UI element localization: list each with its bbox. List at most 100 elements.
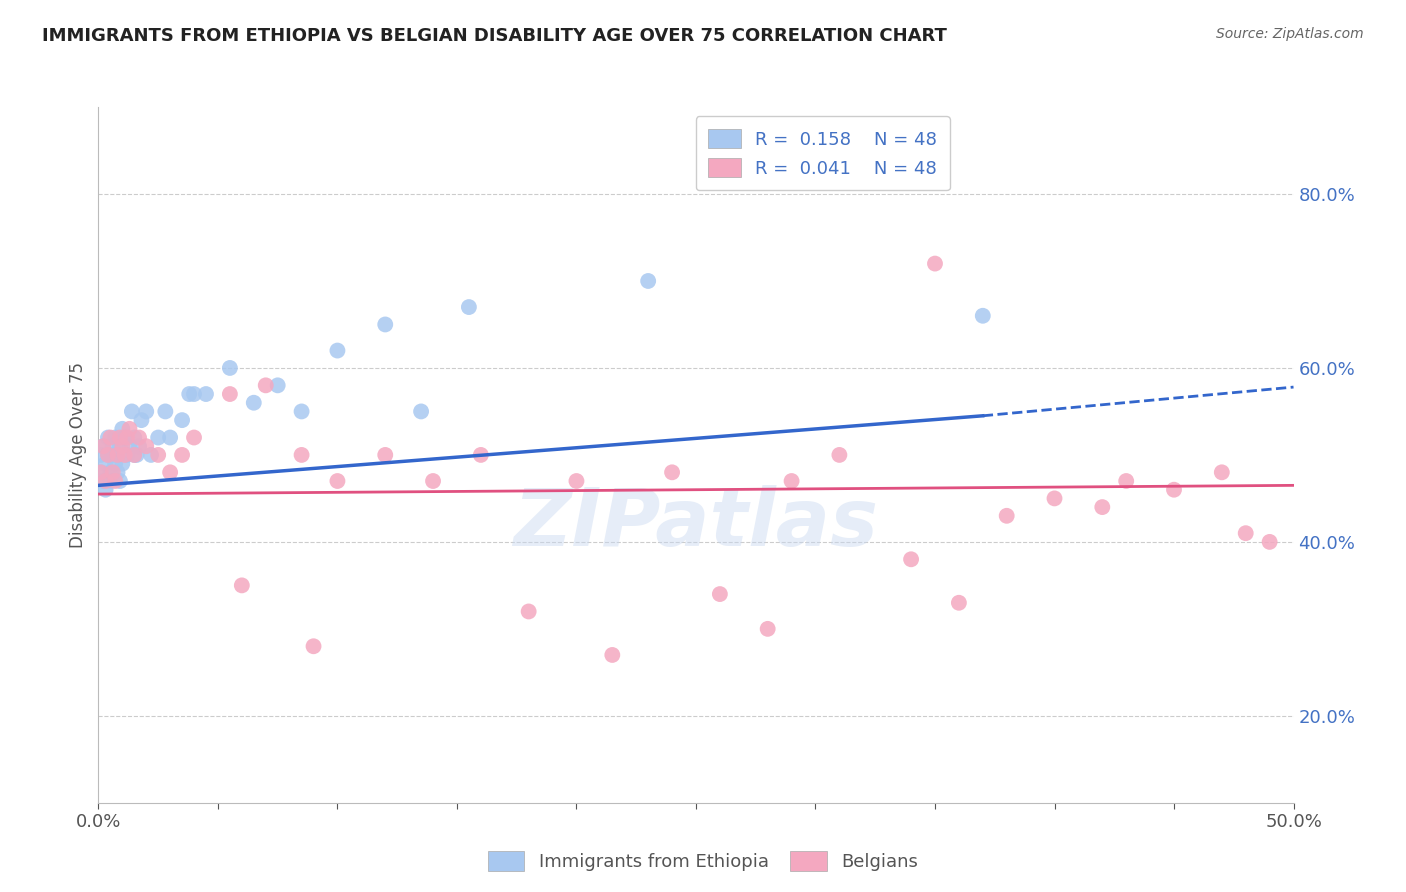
Point xyxy=(780,474,803,488)
Point xyxy=(900,552,922,566)
Point xyxy=(118,422,141,436)
Point xyxy=(219,360,242,375)
Point xyxy=(637,274,659,288)
Point xyxy=(1234,526,1257,541)
Point xyxy=(97,430,120,444)
Point xyxy=(135,439,157,453)
Point xyxy=(124,448,146,462)
Point xyxy=(1043,491,1066,506)
Point xyxy=(422,474,444,488)
Text: Source: ZipAtlas.com: Source: ZipAtlas.com xyxy=(1216,27,1364,41)
Point xyxy=(194,387,218,401)
Point xyxy=(131,413,153,427)
Point xyxy=(128,439,150,453)
Point xyxy=(267,378,290,392)
Point xyxy=(179,387,201,401)
Point xyxy=(411,404,433,418)
Point xyxy=(1258,534,1281,549)
Point xyxy=(104,430,127,444)
Point xyxy=(115,448,138,462)
Point xyxy=(302,639,325,653)
Point xyxy=(159,466,181,480)
Point xyxy=(125,448,148,462)
Point xyxy=(148,430,170,444)
Point xyxy=(924,257,946,271)
Point xyxy=(183,430,205,444)
Point xyxy=(1115,474,1137,488)
Point xyxy=(91,439,114,453)
Point xyxy=(470,448,492,462)
Point xyxy=(374,448,396,462)
Point xyxy=(148,448,170,462)
Point xyxy=(948,596,970,610)
Point xyxy=(374,318,396,332)
Point xyxy=(1211,466,1233,480)
Point xyxy=(90,466,112,480)
Point xyxy=(91,474,114,488)
Point xyxy=(104,474,127,488)
Y-axis label: Disability Age Over 75: Disability Age Over 75 xyxy=(69,362,87,548)
Point xyxy=(995,508,1018,523)
Point xyxy=(159,430,181,444)
Point xyxy=(98,474,122,488)
Point xyxy=(98,466,122,480)
Point xyxy=(101,466,124,480)
Point xyxy=(104,457,127,471)
Point xyxy=(565,474,588,488)
Point xyxy=(97,448,120,462)
Point xyxy=(114,448,136,462)
Point xyxy=(291,448,314,462)
Point xyxy=(114,430,136,444)
Point xyxy=(1163,483,1185,497)
Point xyxy=(219,387,242,401)
Point xyxy=(661,466,683,480)
Point xyxy=(107,448,129,462)
Point xyxy=(135,404,157,418)
Point xyxy=(709,587,731,601)
Point xyxy=(1091,500,1114,514)
Point xyxy=(94,474,117,488)
Point xyxy=(111,439,134,453)
Point xyxy=(231,578,253,592)
Point xyxy=(121,404,143,418)
Point xyxy=(458,300,481,314)
Point xyxy=(97,448,120,462)
Point xyxy=(172,448,194,462)
Point xyxy=(94,457,117,471)
Point xyxy=(108,439,131,453)
Point xyxy=(602,648,624,662)
Point xyxy=(124,448,146,462)
Legend: R =  0.158    N = 48, R =  0.041    N = 48: R = 0.158 N = 48, R = 0.041 N = 48 xyxy=(696,116,950,190)
Point xyxy=(972,309,994,323)
Point xyxy=(98,430,122,444)
Point xyxy=(90,466,112,480)
Point xyxy=(101,439,124,453)
Point xyxy=(107,466,129,480)
Point xyxy=(828,448,851,462)
Point xyxy=(254,378,277,392)
Point xyxy=(90,448,112,462)
Point xyxy=(118,439,141,453)
Point xyxy=(183,387,205,401)
Point xyxy=(111,422,134,436)
Point xyxy=(243,395,266,409)
Point xyxy=(172,413,194,427)
Point xyxy=(124,430,146,444)
Point xyxy=(155,404,177,418)
Point xyxy=(326,343,349,358)
Text: IMMIGRANTS FROM ETHIOPIA VS BELGIAN DISABILITY AGE OVER 75 CORRELATION CHART: IMMIGRANTS FROM ETHIOPIA VS BELGIAN DISA… xyxy=(42,27,948,45)
Point xyxy=(115,430,138,444)
Text: ZIPatlas: ZIPatlas xyxy=(513,485,879,564)
Point xyxy=(108,474,131,488)
Point xyxy=(326,474,349,488)
Point xyxy=(139,448,162,462)
Point xyxy=(756,622,779,636)
Point xyxy=(107,448,129,462)
Point xyxy=(111,457,134,471)
Point xyxy=(108,430,131,444)
Point xyxy=(101,448,124,462)
Point xyxy=(291,404,314,418)
Point xyxy=(128,430,150,444)
Point xyxy=(91,439,114,453)
Point xyxy=(517,605,540,619)
